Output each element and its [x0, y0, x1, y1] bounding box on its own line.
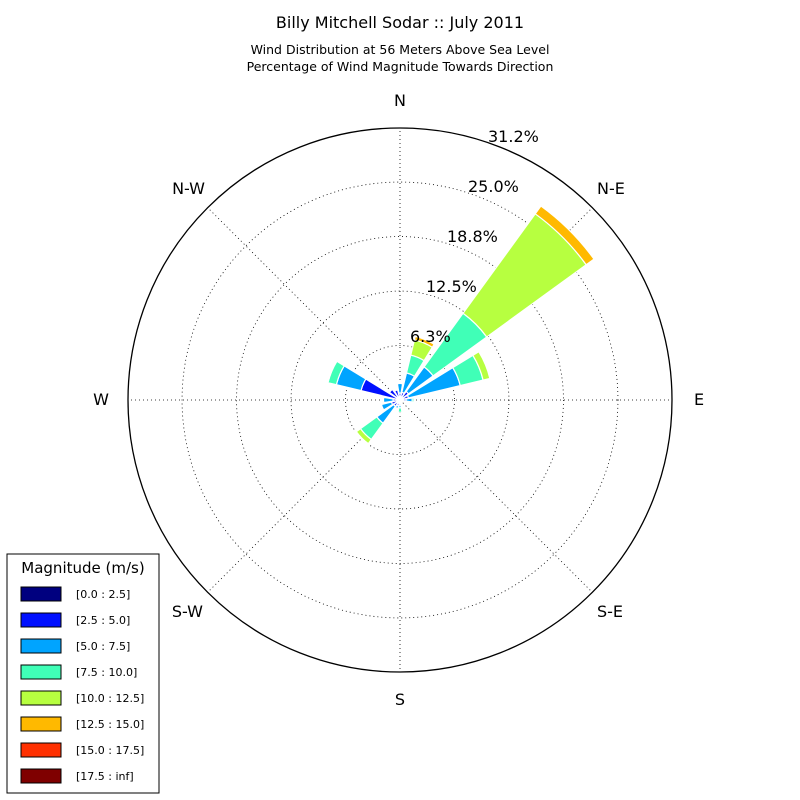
direction-label-s: S — [395, 690, 405, 709]
legend-label: [15.0 : 17.5] — [76, 744, 144, 757]
grid-ring — [181, 181, 619, 619]
ring-label-18-8: 18.8% — [447, 227, 498, 246]
petal-segment — [413, 335, 435, 349]
chart-title: Billy Mitchell Sodar :: July 2011 — [276, 13, 524, 32]
ring-label-6-3: 6.3% — [410, 327, 451, 346]
petal-segment — [387, 387, 394, 394]
petal-segment — [379, 403, 385, 412]
petal-segment — [411, 397, 415, 403]
direction-label-nw: N-W — [172, 179, 205, 198]
direction-label-n: N — [394, 91, 406, 110]
direction-label-se: S-E — [597, 602, 623, 621]
legend-swatch — [20, 586, 62, 602]
legend-label: [0.0 : 2.5] — [76, 588, 130, 601]
petal-segment — [326, 360, 338, 384]
grid-ring — [290, 290, 510, 510]
ring-label-12-5: 12.5% — [426, 277, 477, 296]
ring-label-25-0: 25.0% — [468, 177, 519, 196]
petal-segment — [381, 396, 385, 404]
chart-subtitle-line-2: Percentage of Wind Magnitude Towards Dir… — [247, 59, 554, 74]
direction-label-ne: N-E — [597, 179, 625, 198]
legend-label: [5.0 : 7.5] — [76, 640, 130, 653]
legend-items: [0.0 : 2.5] [2.5 : 5.0] [5.0 : 7.5] [7.5 : … — [20, 586, 144, 784]
legend-label: [12.5 : 15.0] — [76, 718, 144, 731]
polar-frame — [127, 127, 673, 673]
petal-segment — [397, 407, 403, 413]
chart-subtitle-line-1: Wind Distribution at 56 Meters Above Sea… — [251, 42, 550, 57]
wind-petals — [326, 205, 595, 446]
legend-title: Magnitude (m/s) — [21, 559, 144, 577]
legend-swatch — [20, 638, 62, 654]
ring-label-31-2: 31.2% — [488, 127, 539, 146]
grid-spoke — [399, 399, 593, 593]
petal-segment — [393, 388, 399, 392]
direction-label-sw: S-W — [172, 602, 203, 621]
legend-label: [2.5 : 5.0] — [76, 614, 130, 627]
petal-segment — [472, 350, 491, 381]
petal-segment — [394, 406, 399, 411]
legend-swatch — [20, 664, 62, 680]
legend-swatch — [20, 612, 62, 628]
petal-segment — [354, 430, 370, 446]
legend: Magnitude (m/s) [0.0 : 2.5] [2.5 : 5.0] [5… — [6, 553, 160, 794]
legend-swatch — [20, 690, 62, 706]
polar-grid — [128, 128, 672, 672]
legend-swatch — [20, 716, 62, 732]
grid-ring — [345, 345, 455, 455]
legend-label: [10.0 : 12.5] — [76, 692, 144, 705]
legend-label: [7.5 : 10.0] — [76, 666, 137, 679]
petal-segment — [405, 397, 413, 403]
legend-swatch — [20, 742, 62, 758]
petal-segment — [396, 380, 404, 383]
legend-swatch — [20, 768, 62, 784]
legend-label: [17.5 : inf] — [76, 770, 134, 783]
grid-ring — [236, 236, 564, 564]
petal-segment — [534, 205, 595, 266]
direction-label-e: E — [694, 390, 704, 409]
direction-label-w: W — [93, 390, 109, 409]
grid-spoke — [207, 207, 401, 401]
